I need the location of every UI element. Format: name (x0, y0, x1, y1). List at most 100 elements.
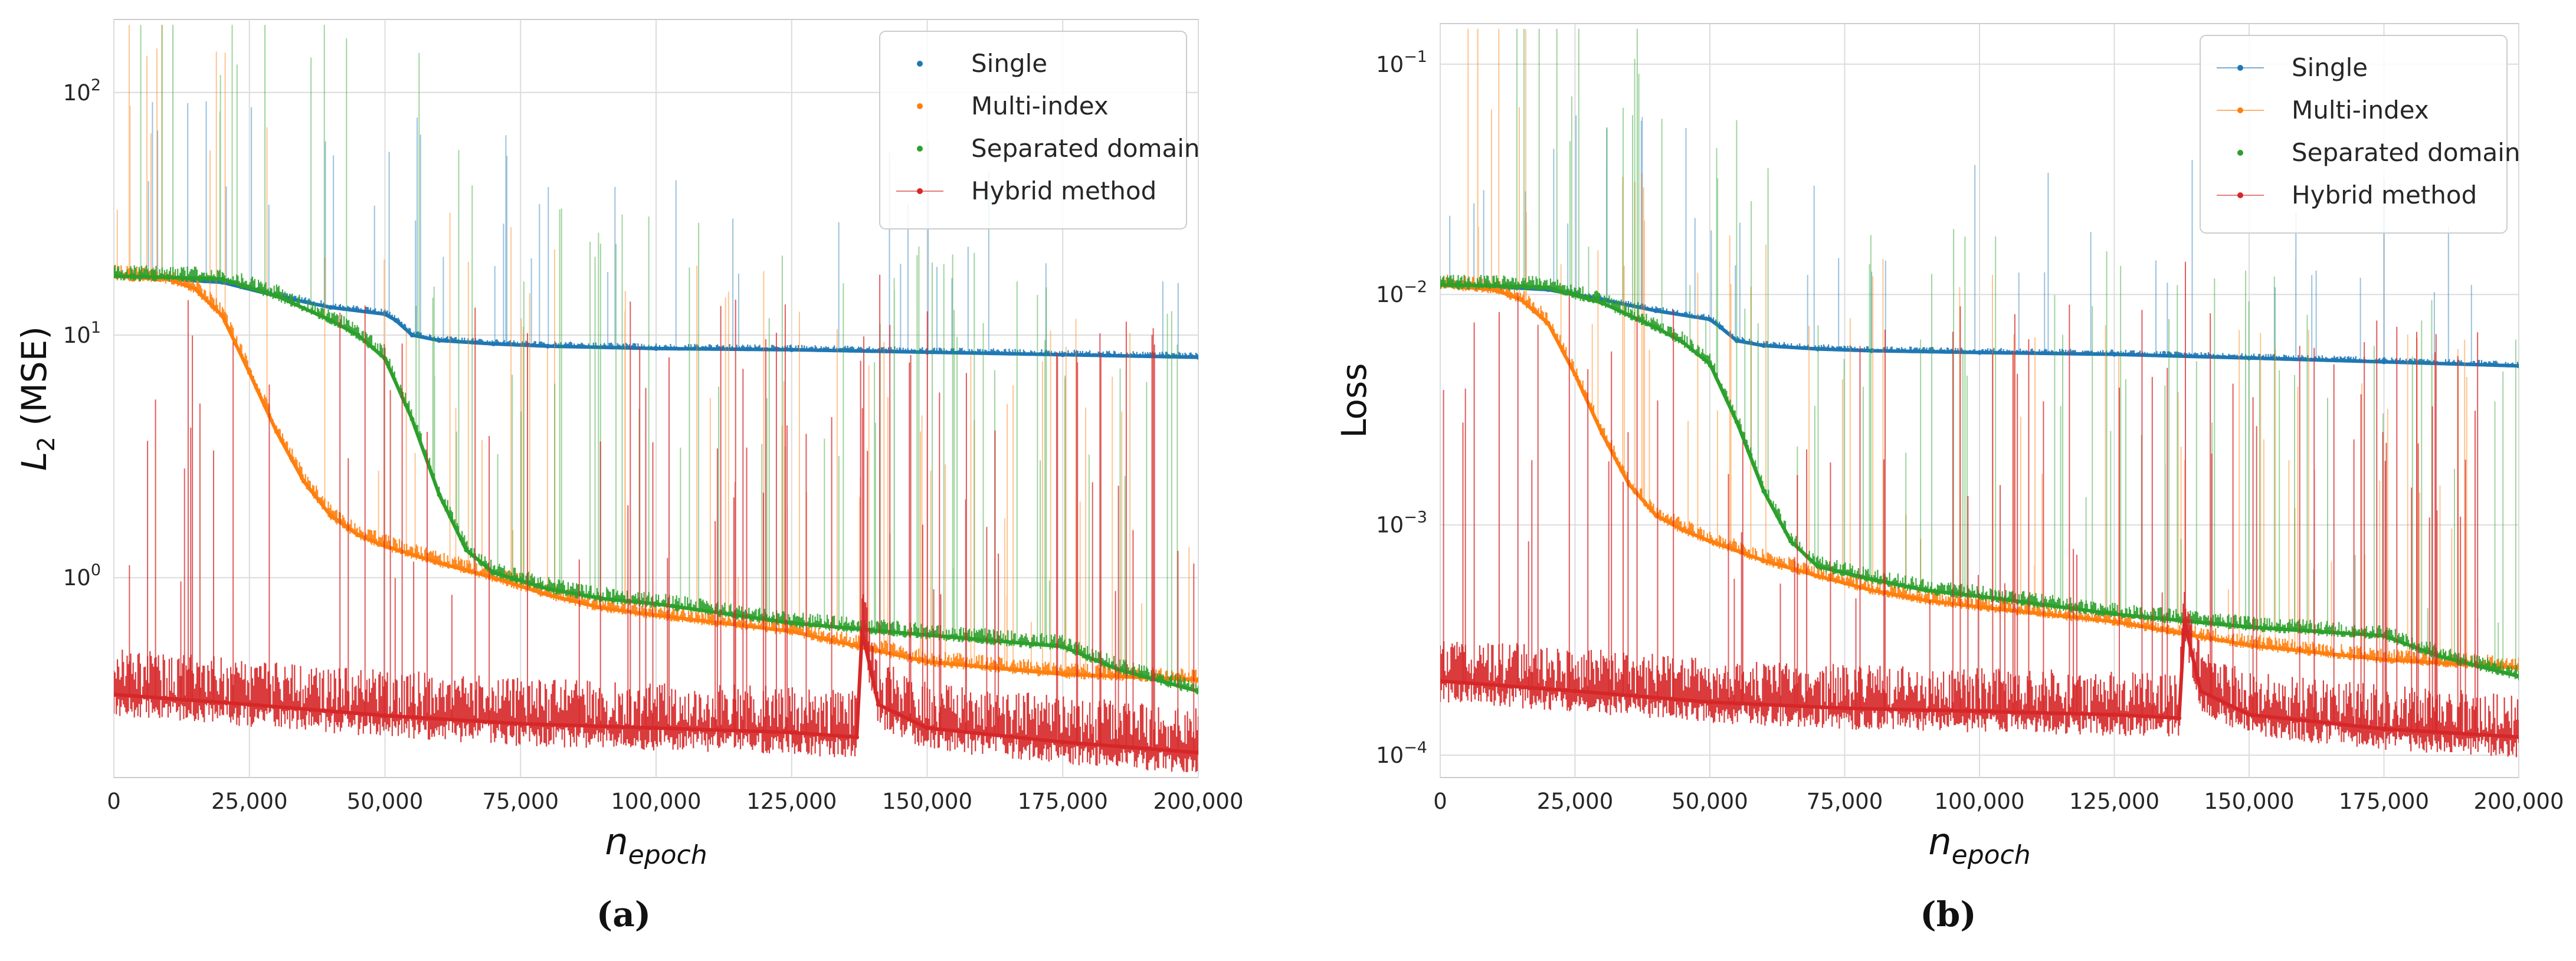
data-point (1196, 688, 1198, 694)
y-tick-exponent: −2 (1404, 278, 1427, 296)
data-point (1923, 598, 1928, 603)
data-point (1977, 350, 1982, 355)
y-tick-base: 10 (1376, 52, 1404, 77)
y-tick-exponent: 2 (91, 76, 101, 94)
data-point (1761, 558, 1767, 563)
y-axis-label-main: L (14, 452, 54, 471)
data-point (1600, 431, 1605, 436)
data-point (1718, 324, 1723, 330)
legend-marker (917, 103, 923, 109)
data-point (854, 734, 860, 740)
data-point (1977, 709, 1982, 714)
x-axis-label-sub: epoch (628, 840, 707, 870)
data-point (1761, 488, 1767, 494)
legend-label: Multi-index (971, 91, 1109, 120)
data-point (1572, 688, 1578, 694)
y-tick-base: 10 (1376, 282, 1404, 307)
data-point (393, 318, 398, 323)
legend-label: Separated domain (2292, 138, 2521, 167)
legend-marker (917, 146, 923, 152)
x-axis-label-sub: epoch (1952, 840, 2031, 870)
data-point (1060, 644, 1066, 649)
data-point (1492, 283, 1497, 288)
data-point (1815, 564, 1820, 569)
data-point (247, 702, 252, 707)
data-point (491, 575, 496, 580)
data-point (654, 612, 658, 618)
data-point (491, 341, 496, 346)
data-point (437, 338, 442, 343)
x-tick-label: 100,000 (1934, 789, 2024, 814)
x-tick-label: 175,000 (1018, 789, 1108, 814)
x-tick-label: 150,000 (2204, 789, 2294, 814)
legend-label: Hybrid method (2292, 181, 2477, 209)
data-point (2247, 624, 2251, 629)
y-tick-base: 10 (63, 565, 91, 591)
data-point (1653, 308, 1659, 313)
data-point (274, 293, 279, 299)
data-point (1196, 677, 1198, 682)
series-spikes-separated-domain (1516, 28, 2516, 676)
data-point (2516, 734, 2519, 740)
legend-box (2200, 35, 2508, 234)
legend-marker (2237, 192, 2243, 198)
y-tick-label: 10−4 (1376, 739, 1427, 768)
data-point (192, 286, 198, 291)
data-point (2112, 712, 2117, 717)
data-point (545, 586, 550, 592)
data-point (328, 305, 333, 310)
x-tick-label: 125,000 (2069, 789, 2159, 814)
data-point (1440, 678, 1443, 684)
data-point (247, 370, 252, 375)
data-point (409, 332, 415, 337)
x-tick-label: 75,000 (483, 789, 559, 814)
legend-box (879, 31, 1187, 229)
data-point (1572, 372, 1578, 377)
data-point (114, 692, 116, 697)
data-point (1060, 352, 1066, 357)
data-point (301, 478, 306, 484)
data-point (2516, 674, 2519, 679)
data-point (1600, 300, 1605, 306)
y-tick-label: 10−2 (1376, 278, 1427, 307)
x-tick-label: 25,000 (1537, 789, 1613, 814)
x-tick-label: 200,000 (1153, 789, 1243, 814)
data-point (1545, 285, 1551, 290)
data-point (219, 313, 225, 319)
y-tick-exponent: 1 (91, 319, 101, 337)
data-point (1815, 346, 1820, 352)
data-point (1680, 340, 1686, 345)
data-point (464, 547, 469, 553)
series-layer (114, 25, 1198, 772)
data-point (1707, 317, 1712, 322)
data-point (1788, 539, 1794, 544)
y-axis-label: Loss (1334, 363, 1374, 438)
data-point (382, 311, 388, 317)
y-axis-label-main: Loss (1334, 363, 1374, 438)
y-tick-exponent: 0 (91, 561, 101, 579)
data-point (518, 721, 523, 726)
x-tick-label: 50,000 (347, 789, 423, 814)
y-tick-exponent: −3 (1404, 509, 1427, 527)
legend-label: Single (2292, 53, 2368, 82)
x-axis-label-main: n (605, 820, 628, 863)
data-point (491, 570, 496, 575)
data-point (1060, 671, 1066, 677)
data-point (274, 429, 279, 434)
x-tick-label: 75,000 (1807, 789, 1883, 814)
data-point (789, 347, 794, 352)
data-point (2247, 712, 2251, 717)
data-point (2112, 352, 2117, 357)
legend-label: Separated domain (971, 134, 1200, 163)
data-point (545, 592, 550, 598)
chart-panel-a: 0 25,000 50,000 75,000 100,000 125,000 150,000… (14, 19, 1244, 934)
y-tick-base: 10 (1376, 743, 1404, 768)
data-point (2247, 355, 2251, 360)
data-point (2381, 726, 2387, 732)
data-point (1196, 355, 1198, 360)
data-point (382, 543, 388, 549)
data-point (2381, 359, 2387, 365)
data-point (437, 560, 442, 566)
data-point (2112, 619, 2117, 624)
data-point (382, 356, 388, 361)
